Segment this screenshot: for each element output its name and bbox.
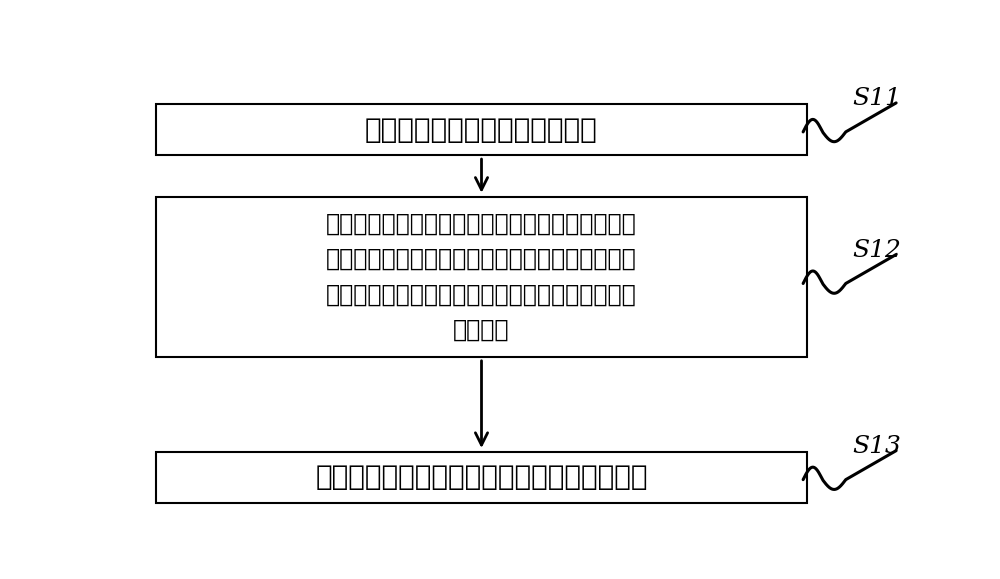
Text: S12: S12 xyxy=(852,239,901,262)
Text: 生成电控悬架控制器的仿真模型: 生成电控悬架控制器的仿真模型 xyxy=(365,116,598,144)
Text: 电控悬架控制器的仿真模型根据用户设定的目标转
速和目标电流进行运行，在电控悬架控制器的仿真
模型运行过程中，利用粒子群算法进行母线电容的
容值选取: 电控悬架控制器的仿真模型根据用户设定的目标转 速和目标电流进行运行，在电控悬架控… xyxy=(326,212,637,342)
Bar xyxy=(156,196,807,357)
Text: 输出满足终止条件时母线电容的全局最优容值: 输出满足终止条件时母线电容的全局最优容值 xyxy=(315,463,648,492)
Text: S11: S11 xyxy=(852,87,901,110)
Text: S13: S13 xyxy=(852,435,901,458)
Bar xyxy=(156,104,807,155)
Bar xyxy=(156,452,807,503)
